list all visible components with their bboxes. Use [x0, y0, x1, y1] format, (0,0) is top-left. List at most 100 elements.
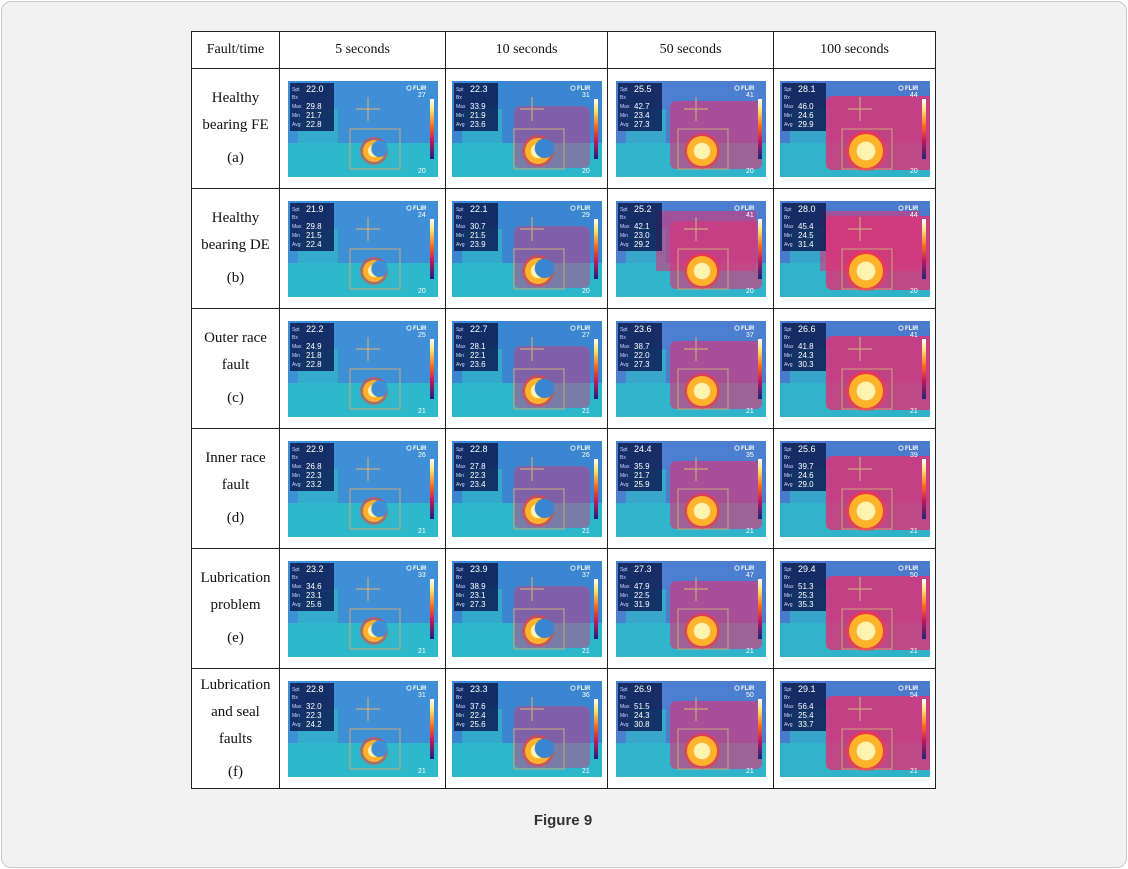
row-tag: (d) [226, 510, 245, 526]
spot-value: 25.6 [798, 444, 816, 454]
spot-value: 22.0 [306, 84, 324, 94]
temperature-scale-bar [429, 578, 434, 639]
row-label-line2: fault [221, 477, 250, 493]
scale-max-value: 41 [910, 332, 918, 339]
spot-label: Spt [292, 687, 300, 693]
min-label: Min [784, 593, 792, 599]
spot-value: 22.2 [306, 324, 324, 334]
max-label: Max [292, 104, 302, 110]
scale-max-value: 26 [582, 452, 590, 459]
table-row: Lubrication problem (e) Spt 23.2 Bx Max 34.6 Min… [191, 548, 936, 669]
flir-brand-label: FLIR [905, 566, 919, 572]
spot-label: Spt [620, 87, 628, 93]
flir-logo-icon [733, 204, 740, 211]
bearing-hot-core [693, 262, 710, 279]
readout-panel [453, 682, 498, 731]
max-value: 51.3 [798, 582, 814, 591]
table-row: Inner race fault (d) Spt 22.9 Bx Max 26.8 Min 22.… [191, 428, 936, 549]
thermal-cell: Spt 22.8 Bx Max 27.8 Min 22.3 Avg 23.4 FLIR 26 21 [445, 428, 608, 549]
temperature-scale-bar [757, 458, 762, 519]
row-label-line1: Outer race [204, 330, 267, 346]
temperature-scale-bar [921, 458, 926, 519]
scale-min-value: 21 [582, 528, 590, 535]
avg-value: 25.9 [634, 480, 650, 489]
min-label: Min [292, 113, 300, 119]
avg-label: Avg [456, 602, 465, 608]
readout-panel [289, 442, 334, 491]
crosshair-icon [355, 96, 380, 121]
min-value: 22.3 [470, 471, 486, 480]
min-label: Min [620, 713, 628, 719]
thermal-cell: Spt 26.9 Bx Max 51.5 Min 24.3 Avg 30.8 FLIR 50 21 [607, 668, 774, 789]
scale-min-value: 20 [418, 288, 426, 295]
min-label: Min [784, 113, 792, 119]
min-value: 22.3 [306, 471, 322, 480]
crosshair-icon [519, 336, 544, 361]
min-value: 21.8 [306, 351, 322, 360]
box-label: Bx [620, 455, 626, 461]
avg-value: 24.2 [306, 720, 322, 729]
bearing-hot-core [693, 502, 710, 519]
flir-brand-label: FLIR [741, 326, 755, 332]
min-label: Min [456, 593, 464, 599]
flir-brand-label: FLIR [741, 566, 755, 572]
thermal-cell: Spt 21.9 Bx Max 29.8 Min 21.5 Avg 22.4 FLIR 24 20 [279, 188, 446, 309]
avg-label: Avg [620, 242, 629, 248]
max-value: 34.6 [306, 582, 322, 591]
spot-label: Spt [784, 327, 792, 333]
avg-label: Avg [292, 602, 301, 608]
readout-panel [453, 202, 498, 251]
scale-min-value: 20 [418, 168, 426, 175]
flir-brand-label: FLIR [577, 86, 591, 92]
spot-value: 22.1 [470, 204, 488, 214]
scale-max-value: 41 [746, 92, 754, 99]
bearing-crescent-mask [370, 260, 388, 277]
avg-label: Avg [620, 362, 629, 368]
thermal-cell: Spt 27.3 Bx Max 47.9 Min 22.5 Avg 31.9 FLIR 47 21 [607, 548, 774, 669]
flir-brand-label: FLIR [577, 446, 591, 452]
temperature-scale-bar [757, 578, 762, 639]
flir-brand-label: FLIR [741, 86, 755, 92]
thermal-cell: Spt 29.1 Bx Max 56.4 Min 25.4 Avg 33.7 FLIR 54 21 [773, 668, 936, 789]
scale-max-value: 27 [418, 92, 426, 99]
temperature-scale-bar [429, 338, 434, 399]
crosshair-icon [355, 456, 380, 481]
avg-value: 30.8 [634, 720, 650, 729]
flir-logo-icon [405, 564, 412, 571]
spot-label: Spt [620, 447, 628, 453]
avg-label: Avg [456, 722, 465, 728]
spot-label: Spt [456, 207, 464, 213]
spot-label: Spt [292, 327, 300, 333]
thermal-cell: Spt 22.3 Bx Max 33.9 Min 21.9 Avg 23.6 FLIR 31 20 [445, 68, 608, 189]
avg-label: Avg [456, 242, 465, 248]
table-header-row: Fault/time 5 seconds 10 seconds 50 secon… [191, 31, 936, 69]
min-label: Min [620, 473, 628, 479]
box-label: Bx [620, 95, 626, 101]
temperature-scale-bar [757, 98, 762, 159]
box-label: Bx [784, 575, 790, 581]
scale-max-value: 36 [582, 692, 590, 699]
header-100-seconds: 100 seconds [773, 31, 936, 69]
row-label-line3: faults [218, 730, 253, 747]
scale-max-value: 39 [910, 452, 918, 459]
flir-logo-icon [569, 684, 576, 691]
avg-label: Avg [292, 482, 301, 488]
row-label-line2: bearing DE [201, 237, 270, 253]
flir-brand-label: FLIR [577, 206, 591, 212]
row-label-line2: bearing FE [202, 117, 269, 133]
readout-panel [289, 82, 334, 131]
spot-label: Spt [784, 447, 792, 453]
flir-brand-label: FLIR [413, 86, 427, 92]
spot-value: 22.3 [470, 84, 488, 94]
thermal-cell: Spt 23.2 Bx Max 34.6 Min 23.1 Avg 25.6 FLIR 33 21 [279, 548, 446, 669]
measurement-box [513, 728, 564, 769]
avg-value: 23.6 [470, 120, 486, 129]
min-label: Min [292, 593, 300, 599]
avg-value: 29.9 [798, 120, 814, 129]
